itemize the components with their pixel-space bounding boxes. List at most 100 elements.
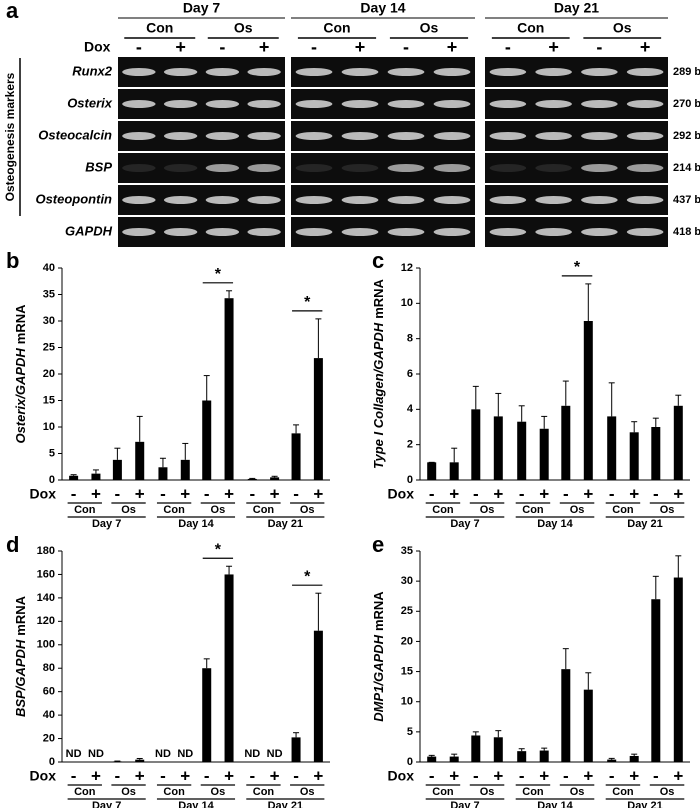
y-tick-label: 10 (43, 421, 55, 433)
group-label: Con (432, 504, 454, 516)
gel-band (581, 196, 618, 204)
group-label: Os (121, 786, 136, 798)
dox-sign: + (449, 484, 459, 503)
dox-sign: + (180, 484, 190, 503)
day-label: Day 21 (627, 518, 662, 530)
dox-sign: - (115, 484, 121, 503)
gel-band (341, 164, 379, 172)
bar (135, 759, 145, 762)
y-label-unit: mRNA (371, 278, 386, 318)
dox-sign: + (135, 766, 145, 785)
panel-letter: b (6, 248, 19, 273)
significance-label: * (215, 266, 222, 283)
day-label: Day 21 (554, 0, 599, 16)
y-tick-label: 8 (407, 333, 413, 345)
bar (493, 416, 503, 480)
gel-band (535, 100, 572, 108)
gel-band (387, 164, 425, 172)
group-label: Con (612, 786, 634, 798)
bar (449, 756, 459, 762)
y-label-italic: DMP1/GAPDH (371, 634, 386, 721)
bar (427, 462, 437, 480)
gel-band (163, 68, 198, 76)
gel-band (295, 196, 333, 204)
gel-band (163, 100, 198, 108)
group-label: Con (146, 20, 173, 36)
bar (561, 405, 571, 480)
dox-sign: - (505, 37, 511, 57)
significance-label: * (304, 568, 311, 585)
gel-band (626, 100, 664, 108)
bar (158, 467, 168, 480)
dox-sign: + (629, 484, 639, 503)
marker-label: Runx2 (72, 63, 113, 78)
dox-sign: + (447, 37, 458, 57)
dox-label: Dox (388, 486, 415, 502)
dox-sign: - (160, 766, 166, 785)
group-label: Con (432, 786, 454, 798)
group-label: Con (253, 504, 275, 516)
gel-band (163, 132, 198, 140)
gel-band (122, 132, 156, 140)
band-size: 292 bp (673, 130, 700, 142)
y-tick-label: 5 (407, 726, 413, 738)
day-label: Day 21 (627, 800, 662, 808)
dox-sign: + (175, 37, 186, 57)
gel-band (341, 196, 379, 204)
group-label: Os (613, 20, 632, 36)
bar (427, 756, 437, 762)
gel-band (489, 100, 527, 108)
dox-sign: + (640, 37, 651, 57)
day-label: Day 7 (183, 0, 221, 16)
group-label: Os (480, 786, 495, 798)
day-label: Day 21 (268, 518, 303, 530)
y-tick-label: 15 (401, 665, 413, 677)
bar (91, 473, 101, 480)
dox-sign: + (259, 37, 270, 57)
gel-band (205, 228, 240, 236)
group-label: Os (211, 786, 226, 798)
group-label: Con (522, 786, 544, 798)
y-axis-label: Osterix/GAPDH mRNA (13, 304, 28, 444)
bar (651, 427, 661, 480)
day-label: Day 14 (178, 518, 214, 530)
dox-sign: - (609, 766, 615, 785)
day-label: Day 14 (360, 0, 405, 16)
gel-band (247, 68, 281, 76)
gel-band (581, 164, 618, 172)
dox-sign: + (270, 484, 280, 503)
gel-band (535, 196, 572, 204)
day-label: Day 7 (92, 518, 121, 530)
gel-band (535, 228, 572, 236)
bar (112, 459, 122, 480)
gel-band (295, 100, 333, 108)
group-label: Con (74, 786, 96, 798)
gel-band (535, 68, 572, 76)
dox-sign: - (249, 766, 255, 785)
bar (629, 432, 639, 480)
gel-band (122, 68, 156, 76)
gel-band (122, 100, 156, 108)
gel-band (626, 68, 664, 76)
bar (224, 574, 234, 762)
band-size: 418 bp (673, 226, 700, 238)
side-label: Osteogenesis markers (3, 72, 17, 201)
gel-band (387, 100, 425, 108)
marker-label: Osterix (67, 95, 113, 110)
gel-band (122, 196, 156, 204)
dox-sign: + (673, 484, 683, 503)
y-tick-label: 20 (43, 368, 55, 380)
y-tick-label: 120 (37, 615, 55, 627)
dox-sign: - (609, 484, 615, 503)
gel-band (626, 164, 664, 172)
y-tick-label: 40 (43, 709, 55, 721)
gel-band (247, 196, 281, 204)
significance-label: * (215, 541, 222, 558)
gel-band (433, 132, 471, 140)
gel-band (387, 196, 425, 204)
value-label: ND (244, 748, 260, 760)
dox-sign: - (429, 766, 435, 785)
dox-sign: + (673, 766, 683, 785)
gel-band (581, 228, 618, 236)
band-size: 270 bp (673, 98, 700, 110)
